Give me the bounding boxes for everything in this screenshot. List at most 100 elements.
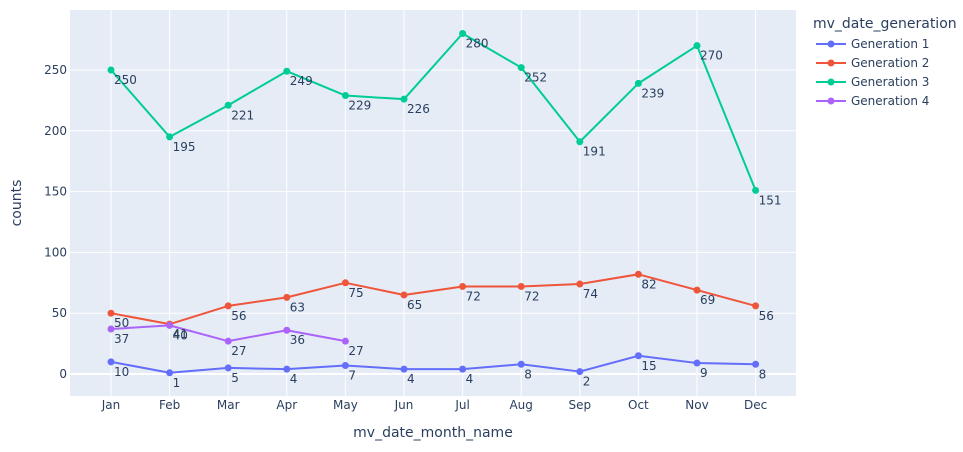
data-point <box>283 293 291 301</box>
data-label: 195 <box>173 140 196 154</box>
x-axis-title: mv_date_month_name <box>353 425 513 441</box>
x-gridlines <box>110 10 757 396</box>
data-label: 239 <box>641 86 664 100</box>
data-label: 270 <box>700 49 723 63</box>
legend-swatch-marker <box>827 40 835 48</box>
x-tick-label: Jan <box>101 398 121 412</box>
x-tick-label: Sep <box>568 398 591 412</box>
x-tick-label: Mar <box>217 398 240 412</box>
data-point <box>166 369 174 377</box>
data-point <box>224 101 232 109</box>
legend-entry: Generation 2 <box>851 56 929 70</box>
data-point <box>400 365 408 373</box>
data-label: 36 <box>290 333 305 347</box>
data-label: 72 <box>524 289 539 303</box>
x-tick-labels: Jan Feb Mar Apr May Jun Jul Aug Sep Oct Nov Dec <box>101 398 767 412</box>
data-label: 69 <box>700 293 715 307</box>
data-label: 4 <box>407 372 415 386</box>
x-tick-label: Nov <box>685 398 708 412</box>
x-tick-label: Jun <box>394 398 414 412</box>
data-label: 4 <box>466 372 474 386</box>
data-point <box>283 326 291 334</box>
y-tick-label: 150 <box>44 185 67 199</box>
series-line <box>110 273 756 326</box>
x-tick-label: Apr <box>276 398 297 412</box>
data-label: 74 <box>583 287 598 301</box>
data-label: 250 <box>114 73 137 87</box>
data-label: 7 <box>348 368 356 382</box>
x-tick-label: Feb <box>159 398 180 412</box>
data-point <box>752 360 760 368</box>
series-points <box>107 30 760 377</box>
data-point <box>166 321 174 329</box>
data-point <box>400 291 408 299</box>
legend-entry: Generation 1 <box>851 37 929 51</box>
legend-items: Generation 1 Generation 2 Generation 3 Gene… <box>816 37 929 108</box>
x-tick-label: May <box>333 398 358 412</box>
y-tick-label: 200 <box>44 124 67 138</box>
data-label: 1 <box>173 376 181 390</box>
data-point <box>752 302 760 310</box>
legend-swatch-marker <box>827 97 835 105</box>
legend: mv_date_generation Generation 1 Generatio… <box>813 16 957 108</box>
y-tick-label: 250 <box>44 63 67 77</box>
data-label: 8 <box>759 367 767 381</box>
data-label: 56 <box>759 309 774 323</box>
data-point <box>693 359 701 367</box>
data-point <box>107 325 115 333</box>
data-point <box>224 364 232 372</box>
data-label: 151 <box>759 193 782 207</box>
data-label: 50 <box>114 316 129 330</box>
data-point <box>693 286 701 294</box>
legend-title: mv_date_generation <box>813 16 957 32</box>
data-point <box>341 337 349 345</box>
data-label: 10 <box>114 365 129 379</box>
data-point <box>517 360 525 368</box>
data-point <box>224 302 232 310</box>
data-point <box>341 361 349 369</box>
data-label: 9 <box>700 366 708 380</box>
data-point <box>693 42 701 50</box>
data-point <box>166 133 174 141</box>
data-point <box>634 270 642 278</box>
data-point <box>400 95 408 103</box>
data-label: 15 <box>641 359 656 373</box>
data-label: 226 <box>407 102 430 116</box>
data-label: 75 <box>348 286 363 300</box>
y-tick-labels: 0 50 100 150 200 250 <box>44 63 67 381</box>
data-label: 27 <box>231 344 246 358</box>
data-label: 249 <box>290 74 313 88</box>
y-gridlines <box>70 69 796 375</box>
data-point <box>517 64 525 72</box>
series-line <box>110 32 757 191</box>
data-point <box>459 282 467 290</box>
data-label: 82 <box>641 277 656 291</box>
y-axis-title: counts <box>9 180 25 227</box>
data-point <box>459 365 467 373</box>
data-point <box>341 279 349 287</box>
data-label: 2 <box>583 375 591 389</box>
legend-entry: Generation 3 <box>851 75 929 89</box>
data-point <box>283 67 291 75</box>
data-label: 280 <box>466 37 489 51</box>
y-tick-label: 50 <box>52 306 67 320</box>
data-point <box>752 186 760 194</box>
y-tick-label: 0 <box>59 367 67 381</box>
data-label: 63 <box>290 300 305 314</box>
data-point <box>283 365 291 373</box>
data-label: 56 <box>231 309 246 323</box>
data-point <box>107 309 115 317</box>
data-point <box>224 337 232 345</box>
data-label: 221 <box>231 108 254 122</box>
data-point <box>634 79 642 87</box>
x-tick-label: Oct <box>628 398 649 412</box>
data-label: 37 <box>114 332 129 346</box>
x-tick-label: Jul <box>454 398 469 412</box>
x-tick-label: Dec <box>744 398 767 412</box>
data-label: 4 <box>290 372 298 386</box>
data-point <box>107 358 115 366</box>
data-label: 191 <box>583 145 606 159</box>
